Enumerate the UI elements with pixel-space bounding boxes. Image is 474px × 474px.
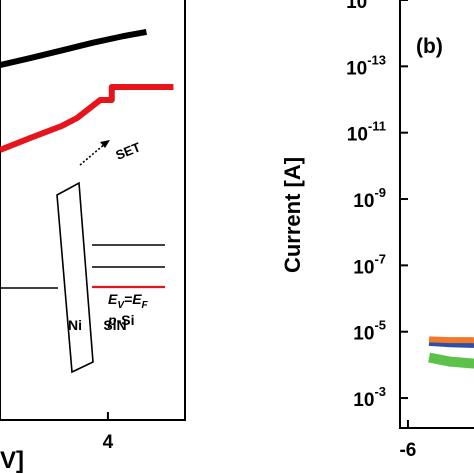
set-label: SET (114, 139, 143, 162)
set-arrow (79, 142, 107, 166)
y-tick-label: 10-7 (353, 251, 386, 278)
text: p (107, 312, 117, 328)
text: =E (124, 291, 142, 307)
tick-base: 10 (347, 125, 368, 146)
arrow-head (100, 140, 110, 148)
text: F (142, 300, 149, 311)
data-line (428, 352, 474, 369)
y-tick-label: 10-13 (346, 52, 386, 79)
tick-exponent: -9 (374, 185, 386, 200)
tick-exponent: -11 (368, 119, 386, 134)
ni-label: Ni (68, 317, 82, 333)
tick-exponent: -7 (374, 251, 386, 266)
tick-exponent: -13 (367, 52, 386, 67)
x-tick-label: 4 (103, 432, 114, 453)
tick-base: 10 (353, 191, 374, 212)
text: E (108, 291, 118, 307)
panel-label: (b) (416, 35, 443, 58)
tick-base: 10 (353, 257, 374, 278)
text: V (117, 300, 125, 311)
plot-frame (399, 0, 474, 429)
tick-base: 10 (346, 0, 367, 13)
y-tick-label: 10-3 (353, 384, 386, 411)
sin-barrier (56, 181, 94, 374)
data-line (428, 338, 474, 348)
y-tick-label: 10-15 (346, 0, 386, 13)
tick-base: 10 (353, 390, 374, 411)
y-tick-label: 10-9 (353, 185, 386, 212)
data-line (0, 83, 174, 153)
y-tick-label: 10-5 (353, 318, 386, 345)
x-axis-label: V] (0, 447, 24, 474)
text: -Si (117, 312, 135, 328)
y-axis-label: Current [A] (280, 157, 305, 273)
ev-ef-label: EV=EF (108, 291, 149, 311)
x-tick-label: -6 (399, 440, 416, 461)
y-tick-label: 10-11 (347, 119, 386, 146)
tick-exponent: -3 (374, 384, 386, 399)
panel-label-bg (413, 30, 459, 58)
data-line (428, 336, 474, 344)
inset-diagram (0, 181, 165, 374)
tick-exponent: -5 (374, 318, 386, 333)
plot-frame (0, 0, 186, 421)
tick-exponent: -15 (367, 0, 386, 1)
data-line (0, 28, 147, 69)
tick-base: 10 (353, 324, 374, 345)
sin-label: SiN (103, 317, 126, 333)
tick-base: 10 (346, 58, 367, 79)
psi-label: p-Si (107, 312, 134, 328)
